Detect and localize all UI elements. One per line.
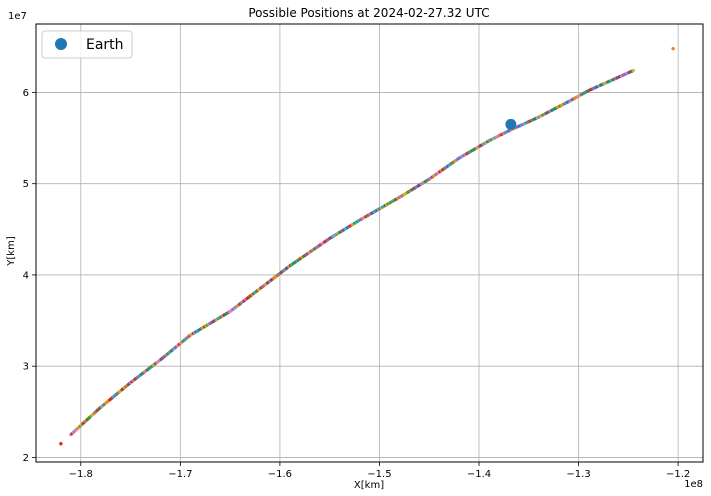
- x-tick-label: −1.8: [69, 469, 93, 480]
- earth-point: [505, 118, 517, 130]
- x-axis-offset-text: 1e8: [684, 479, 703, 490]
- y-axis-ticks: 2 3 4 5 6: [23, 88, 36, 464]
- isolated-point: [59, 442, 63, 446]
- plot-area-frame: [35, 23, 704, 463]
- x-axis-ticks: −1.8 −1.7 −1.6 −1.5 −1.4 −1.3 −1.2: [69, 462, 690, 480]
- x-tick-label: −1.7: [168, 469, 192, 480]
- y-tick-label: 2: [23, 453, 29, 464]
- grid-lines: [36, 24, 703, 462]
- x-tick-label: −1.4: [467, 469, 491, 480]
- isolated-point: [671, 46, 675, 51]
- legend-box: [41, 30, 133, 59]
- chart-title: Possible Positions at 2024-02-27.32 UTC: [248, 6, 489, 20]
- y-axis-label: Y[km]: [6, 236, 17, 267]
- x-axis-label: X[km]: [354, 480, 384, 491]
- y-tick-label: 5: [23, 179, 29, 190]
- trajectory-point: [631, 68, 635, 73]
- y-tick-label: 4: [23, 270, 29, 281]
- earth-marker-layer: [505, 118, 517, 130]
- trajectory-points: [59, 46, 675, 446]
- y-tick-label: 6: [23, 88, 29, 99]
- x-tick-label: −1.3: [566, 469, 590, 480]
- x-tick-label: −1.2: [666, 469, 690, 480]
- legend: Earth: [41, 30, 133, 59]
- x-tick-label: −1.5: [367, 469, 391, 480]
- legend-earth-label: Earth: [86, 37, 124, 53]
- y-tick-label: 3: [23, 362, 29, 373]
- y-axis-offset-text: 1e7: [8, 11, 27, 22]
- x-tick-label: −1.6: [268, 469, 292, 480]
- legend-earth-marker: [55, 38, 67, 50]
